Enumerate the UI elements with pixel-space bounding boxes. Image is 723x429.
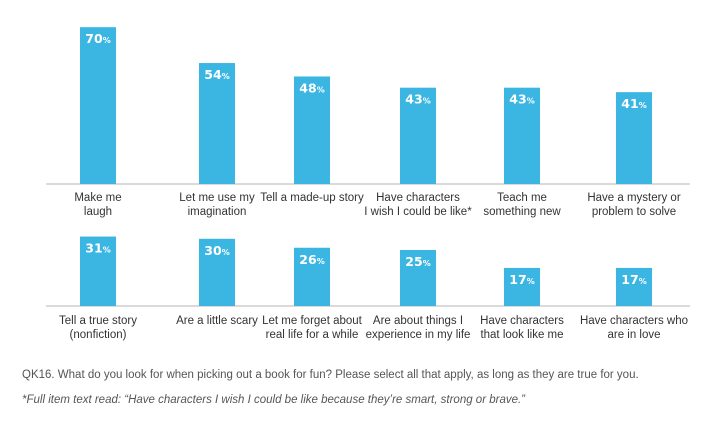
- category-label: Let me forget about real life for a while: [262, 315, 363, 341]
- bar: [400, 87, 436, 184]
- bar: [199, 238, 235, 306]
- data-label: 43%: [405, 92, 430, 107]
- category-label: Let me use my imagination: [179, 192, 255, 218]
- data-label: 30%: [204, 243, 229, 258]
- category-label: Have characters I wish I could be like*: [364, 192, 472, 218]
- data-label: 41%: [621, 96, 646, 111]
- question-footnote: QK16. What do you look for when picking …: [22, 369, 639, 381]
- category-label: Teach me something new: [483, 192, 561, 218]
- chart-canvas: 70% Make me laugh 54% Let me use my imaginati…: [46, 27, 690, 341]
- data-label: 48%: [299, 80, 324, 95]
- data-label: 31%: [85, 241, 110, 256]
- bar: [80, 236, 116, 306]
- chart-panel-1: 70% Make me laugh 54% Let me use my imaginati…: [46, 27, 690, 218]
- data-label: 54%: [204, 67, 229, 82]
- data-label: 70%: [85, 31, 110, 46]
- category-label: Have characters that look like me: [480, 315, 564, 341]
- chart-panel-2: 31% Tell a true story (nonfiction) 30% Are a…: [46, 236, 690, 341]
- bar: [294, 76, 330, 184]
- bar: [504, 87, 540, 184]
- data-label: 43%: [509, 92, 534, 107]
- category-label: Tell a made-up story: [260, 192, 364, 204]
- full-item-text-note: *Full item text read: “Have characters I…: [22, 394, 526, 406]
- bar-chart: 70% Make me laugh 54% Let me use my imaginati…: [46, 27, 690, 341]
- bar: [80, 27, 116, 185]
- category-label: Make me laugh: [74, 192, 121, 218]
- data-label: 17%: [621, 272, 646, 287]
- bar: [400, 250, 436, 306]
- category-label: Are a little scary: [176, 315, 258, 327]
- bar: [616, 267, 652, 306]
- category-label: Tell a true story (nonfiction): [59, 315, 137, 341]
- data-label: 17%: [509, 272, 534, 287]
- bar: [294, 247, 330, 306]
- category-label: Have characters who are in love: [580, 315, 688, 341]
- data-label: 26%: [299, 252, 324, 267]
- bar: [199, 63, 235, 184]
- category-label: Have a mystery or problem to solve: [587, 192, 680, 218]
- data-label: 25%: [405, 254, 430, 269]
- bar: [616, 92, 652, 184]
- bar: [504, 267, 540, 306]
